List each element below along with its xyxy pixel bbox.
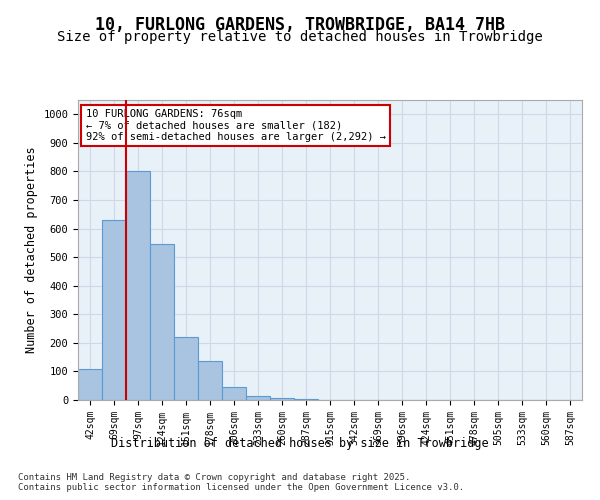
Bar xyxy=(270,398,294,400)
Bar xyxy=(102,220,126,400)
Bar xyxy=(78,368,102,400)
Bar xyxy=(198,362,222,400)
Bar xyxy=(126,172,150,400)
Text: 10 FURLONG GARDENS: 76sqm
← 7% of detached houses are smaller (182)
92% of semi-: 10 FURLONG GARDENS: 76sqm ← 7% of detach… xyxy=(86,109,386,142)
Text: 10, FURLONG GARDENS, TROWBRIDGE, BA14 7HB: 10, FURLONG GARDENS, TROWBRIDGE, BA14 7H… xyxy=(95,16,505,34)
Bar xyxy=(150,244,174,400)
Bar xyxy=(222,387,246,400)
Bar xyxy=(246,396,270,400)
Text: Contains HM Land Registry data © Crown copyright and database right 2025.
Contai: Contains HM Land Registry data © Crown c… xyxy=(18,472,464,492)
Y-axis label: Number of detached properties: Number of detached properties xyxy=(25,146,38,354)
Bar xyxy=(174,337,198,400)
Text: Distribution of detached houses by size in Trowbridge: Distribution of detached houses by size … xyxy=(111,438,489,450)
Text: Size of property relative to detached houses in Trowbridge: Size of property relative to detached ho… xyxy=(57,30,543,44)
